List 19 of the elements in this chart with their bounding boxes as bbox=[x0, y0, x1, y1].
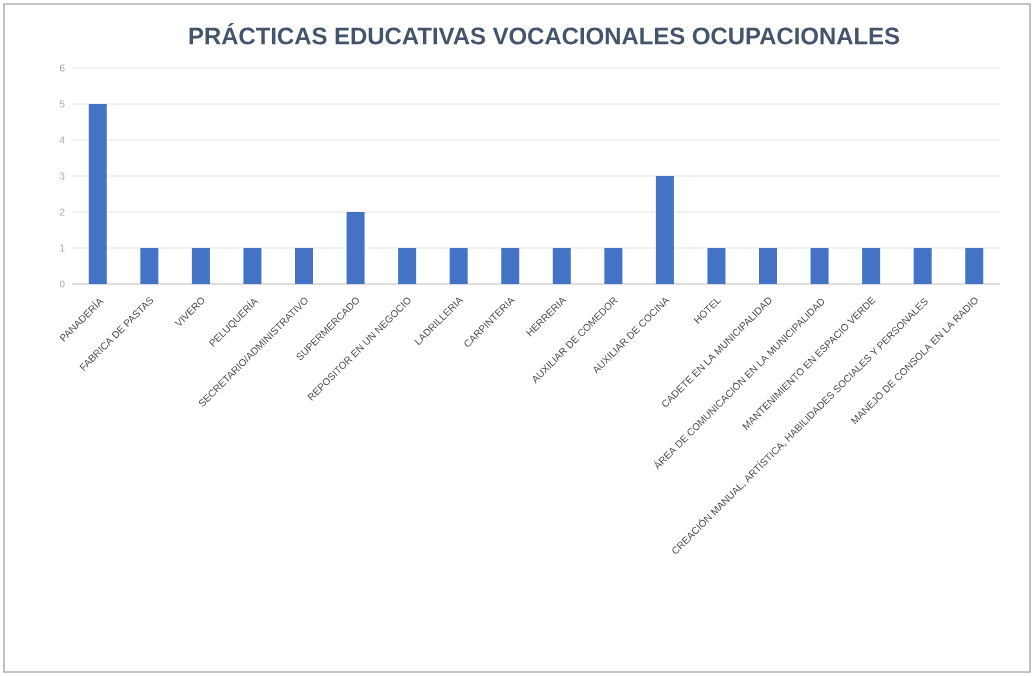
bar bbox=[965, 248, 984, 284]
bar bbox=[449, 248, 468, 284]
bar bbox=[398, 248, 417, 284]
bar bbox=[88, 104, 107, 284]
bar bbox=[604, 248, 623, 284]
chart-title: PRÁCTICAS EDUCATIVAS VOCACIONALES OCUPACIONALES bbox=[189, 23, 900, 45]
bar bbox=[759, 248, 778, 284]
bar bbox=[501, 248, 520, 284]
bar bbox=[346, 212, 365, 284]
bar bbox=[191, 248, 210, 284]
bar bbox=[655, 176, 674, 284]
bar bbox=[295, 248, 314, 284]
bar bbox=[552, 248, 571, 284]
bar bbox=[243, 248, 262, 284]
bar bbox=[140, 248, 159, 284]
bar bbox=[707, 248, 726, 284]
bar bbox=[862, 248, 881, 284]
bar bbox=[810, 248, 829, 284]
bar bbox=[913, 248, 932, 284]
